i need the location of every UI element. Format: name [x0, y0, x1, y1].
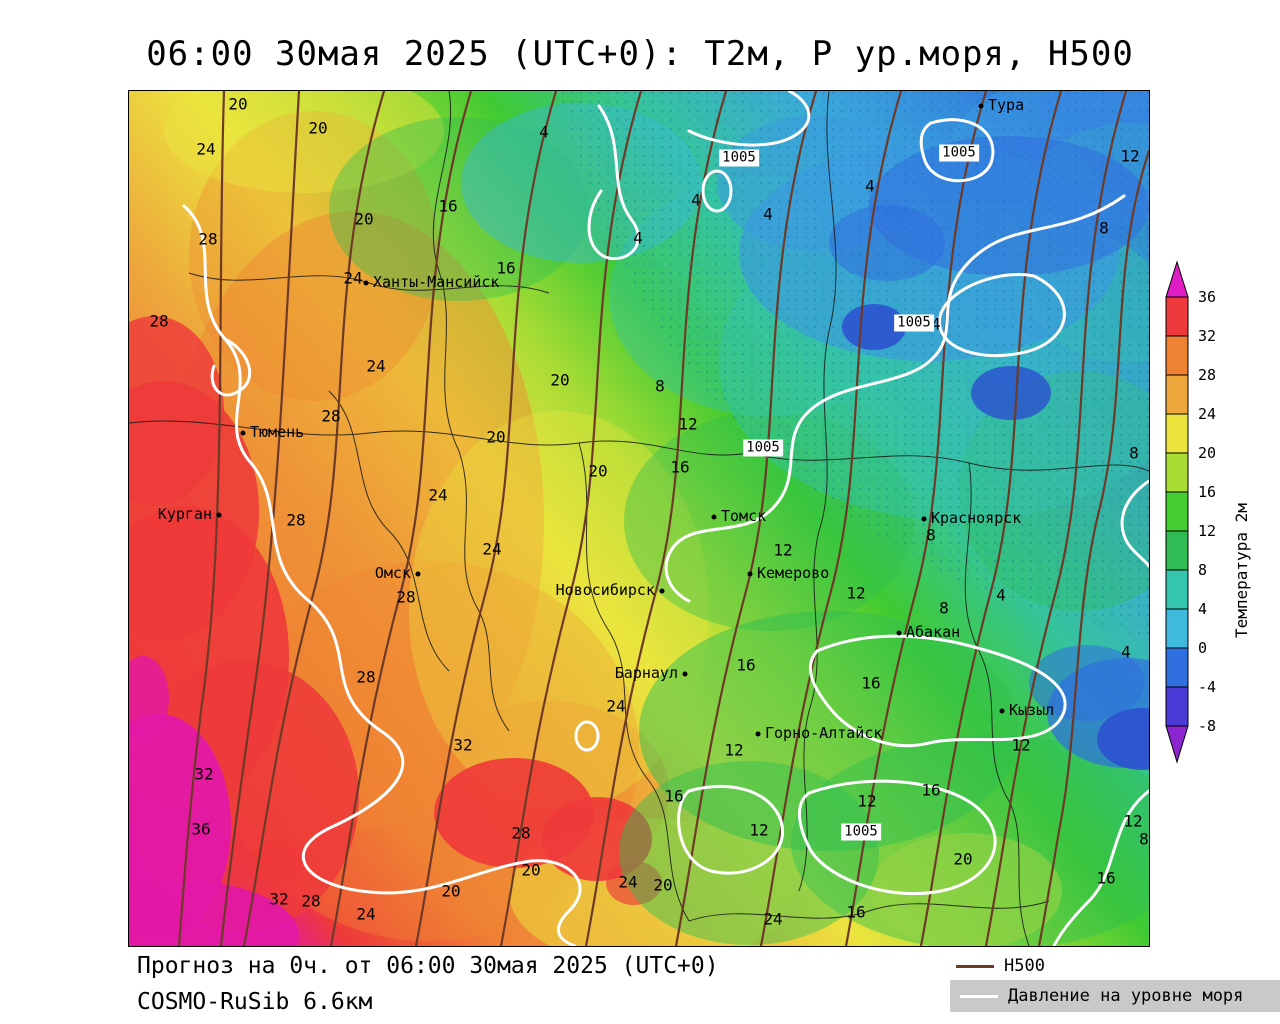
colorbar-tick: 32 [1198, 327, 1216, 345]
colorbar-tick: 12 [1198, 522, 1216, 540]
footer-model-text: COSMO-RuSib 6.6км [137, 989, 373, 1015]
colorbar-tick: 4 [1198, 600, 1207, 618]
map-image [129, 91, 1149, 946]
colorbar-tick: 0 [1198, 639, 1207, 657]
colorbar-top-arrow [1165, 260, 1189, 298]
temperature-colorbar: 36 32 28 24 20 16 12 8 4 0 -4 -8 [1160, 260, 1280, 780]
colorbar-cell [1165, 452, 1189, 493]
colorbar-cell [1165, 530, 1189, 571]
colorbar-cell [1165, 413, 1189, 454]
colorbar-tick: 16 [1198, 483, 1216, 501]
sea-level-pressure-contours [182, 91, 1149, 946]
colorbar-cell [1165, 569, 1189, 610]
legend-pressure-label: Давление на уровне моря [1008, 986, 1244, 1006]
colorbar-cell [1165, 335, 1189, 376]
colorbar-bottom-arrow [1165, 725, 1189, 764]
colorbar-tick: 24 [1198, 405, 1216, 423]
stipple-overlay [559, 91, 1149, 636]
weather-map: 20 20 24 20 28 16 4 28 16 24 4 4 4 4 12 8 4 24 28 20 20 8 12 20… [128, 90, 1150, 947]
colorbar-cell [1165, 647, 1189, 688]
colorbar-tick: 20 [1198, 444, 1216, 462]
colorbar-cell [1165, 686, 1189, 727]
colorbar-tick: 8 [1198, 561, 1207, 579]
colorbar-tick: 28 [1198, 366, 1216, 384]
legend-h500-label: H500 [1004, 956, 1045, 976]
colorbar-tick: -8 [1198, 717, 1216, 735]
colorbar-cell [1165, 296, 1189, 337]
legend-pressure-row[interactable]: Давление на уровне моря [950, 980, 1280, 1012]
colorbar-cell [1165, 608, 1189, 649]
footer-forecast-text: Прогноз на 0ч. от 06:00 30мая 2025 (UTC+… [137, 953, 719, 979]
map-legend: H500 Давление на уровне моря [950, 952, 1280, 1012]
pressure-line-swatch [960, 994, 998, 998]
colorbar-title: Температура 2м [1232, 503, 1251, 638]
footer: Прогноз на 0ч. от 06:00 30мая 2025 (UTC+… [137, 948, 719, 1020]
colorbar-cell [1165, 374, 1189, 415]
h500-line-swatch [956, 964, 994, 968]
colorbar-cell [1165, 491, 1189, 532]
page-title: 06:00 30мая 2025 (UTC+0): Т2м, P ур.моря… [146, 34, 1134, 74]
colorbar-tick: -4 [1198, 678, 1216, 696]
colorbar-scale: 36 32 28 24 20 16 12 8 4 0 -4 -8 [1165, 260, 1216, 764]
admin-boundaries [129, 91, 1149, 946]
colorbar-tick: 36 [1198, 288, 1216, 306]
legend-h500-row[interactable]: H500 [950, 952, 1280, 980]
